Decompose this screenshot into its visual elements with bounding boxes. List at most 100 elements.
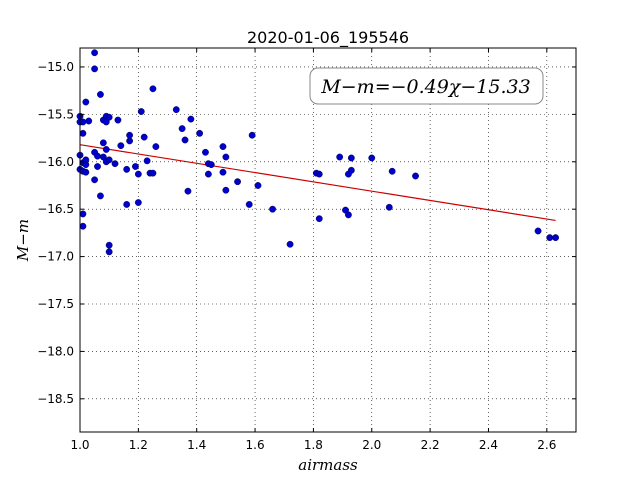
data-point (412, 172, 419, 180)
equation-box-border (309, 67, 544, 105)
data-point (269, 205, 276, 213)
data-point (368, 154, 376, 162)
x-tick-label: 1.0 (70, 438, 89, 452)
plot-frame (79, 47, 577, 433)
data-point (105, 156, 113, 164)
data-point (388, 167, 396, 175)
chart-title: 2020-01-06_195546 (247, 28, 409, 48)
data-point (254, 182, 262, 189)
y-tick-label: −15.5 (37, 107, 74, 121)
x-tick-label: 1.6 (246, 438, 265, 452)
data-point (248, 131, 256, 139)
data-point (222, 153, 230, 161)
data-point (85, 117, 93, 125)
data-point (114, 116, 122, 124)
data-point (172, 106, 180, 114)
data-point (79, 222, 87, 230)
data-point (105, 241, 113, 249)
data-point (184, 187, 192, 195)
data-point (134, 170, 142, 178)
data-point (94, 152, 101, 160)
data-point (140, 133, 148, 141)
data-point (149, 169, 157, 177)
data-point (207, 161, 215, 169)
y-tick-label: −17.5 (37, 297, 74, 311)
data-point (315, 170, 323, 178)
y-tick-label: −17.0 (37, 250, 74, 264)
y-tick-label: −18.5 (37, 392, 74, 406)
fit-line-group (79, 144, 556, 222)
data-point (347, 166, 355, 174)
data-point (222, 186, 230, 194)
data-point (111, 160, 119, 168)
data-point (202, 148, 209, 156)
data-point (187, 115, 195, 123)
data-point (99, 139, 107, 147)
data-point (181, 136, 189, 144)
data-point (82, 98, 90, 106)
data-point (336, 153, 344, 161)
data-point (552, 234, 559, 242)
data-point (123, 201, 131, 208)
y-tick-label: −16.5 (37, 202, 74, 216)
data-point (178, 125, 186, 132)
data-point (534, 227, 542, 235)
data-point (345, 211, 352, 219)
data-points (76, 49, 559, 256)
data-point (82, 156, 90, 164)
data-point (245, 201, 253, 208)
data-point (126, 131, 134, 139)
data-point (79, 129, 87, 137)
x-tick-label: 2.6 (537, 438, 556, 452)
data-point (105, 248, 113, 256)
data-point (91, 49, 98, 57)
data-point (286, 240, 294, 248)
data-point (94, 163, 101, 170)
fit-line (79, 144, 556, 222)
data-point (79, 210, 87, 218)
data-point (105, 113, 113, 121)
axis-ticks (79, 48, 576, 432)
data-point (385, 203, 393, 211)
data-point (102, 146, 110, 153)
data-point (196, 129, 204, 137)
fit-equation: M−m=−0.49χ−15.33 (320, 76, 530, 98)
data-point (117, 142, 125, 150)
y-tick-label: −16.0 (37, 155, 74, 169)
y-axis-label: M−m (14, 219, 32, 262)
y-tick-labels: −15.0 −15.5 −16.0 −16.5 −17.0 −17.5 −18.0 −18.5 (37, 60, 74, 406)
data-point (97, 192, 104, 200)
data-point (219, 143, 227, 151)
data-point (546, 234, 554, 242)
data-point (149, 85, 157, 93)
x-tick-label: 1.2 (129, 438, 148, 452)
data-point (91, 176, 98, 184)
data-point (79, 118, 87, 126)
plot-area (80, 48, 576, 432)
fit-equation-box: M−m=−0.49χ−15.33 (309, 67, 544, 105)
data-point (204, 170, 212, 178)
data-point (347, 154, 355, 162)
data-point (234, 178, 241, 186)
x-tick-label: 1.8 (304, 438, 323, 452)
data-point (152, 143, 160, 151)
x-tick-labels: 1.0 1.2 1.4 1.6 1.8 2.0 2.2 2.4 2.6 (70, 438, 556, 452)
y-tick-label: −18.0 (37, 344, 74, 358)
data-point (91, 65, 98, 73)
data-point (97, 91, 104, 98)
data-point (82, 168, 90, 176)
x-axis-label: airmass (298, 456, 358, 474)
y-tick-label: −15.0 (37, 60, 74, 74)
data-point (143, 157, 151, 165)
data-point (137, 108, 145, 115)
grid-lines (79, 48, 576, 432)
data-point (132, 163, 139, 170)
data-point (134, 199, 142, 206)
x-tick-label: 1.4 (187, 438, 206, 452)
x-tick-label: 2.0 (362, 438, 381, 452)
x-tick-label: 2.4 (479, 438, 498, 452)
data-point (123, 165, 131, 173)
data-point (126, 137, 134, 145)
data-point (315, 215, 323, 223)
